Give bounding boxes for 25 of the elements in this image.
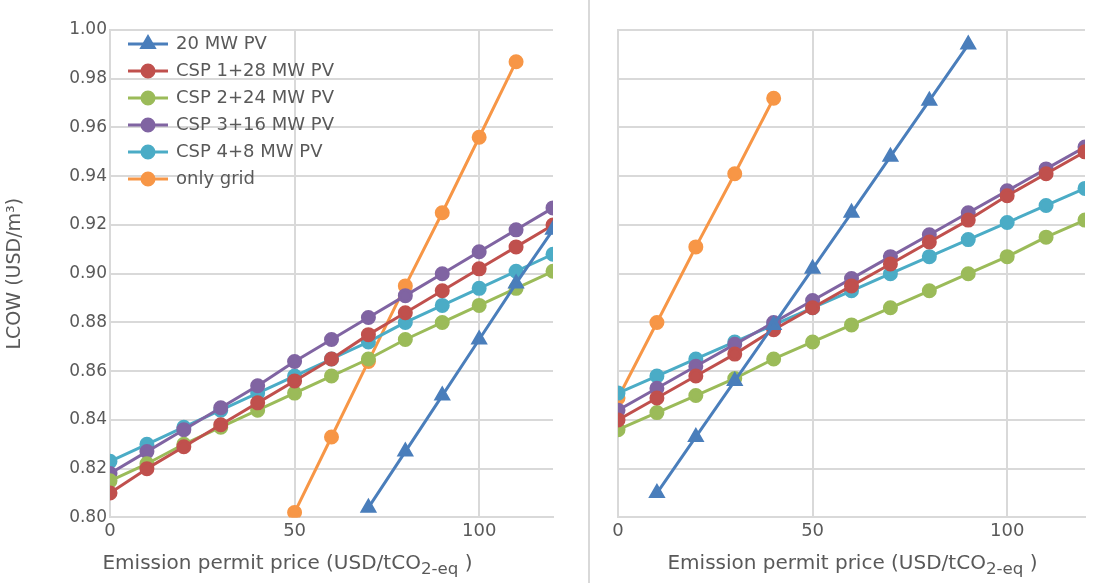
y-axis-title: LCOW (USD/m³): [2, 197, 25, 350]
x-axis-title: Emission permit price (USD/tCO$_{2-eq}$ ): [101, 550, 474, 578]
legend-label: only grid: [176, 166, 256, 188]
x-tick-label: 50: [283, 518, 307, 540]
x-tick-label: 50: [801, 518, 825, 540]
x-tick-label: 100: [989, 518, 1025, 540]
y-tick-label: 1.00: [69, 18, 107, 39]
y-tick-label: 0.88: [69, 310, 107, 331]
y-tick-label: 0.84: [69, 408, 107, 429]
y-tick-label: 0.90: [69, 262, 107, 283]
legend-label: CSP 1+28 MW PV: [176, 58, 335, 80]
legend-label: CSP 3+16 MW PV: [176, 112, 335, 134]
y-tick-label: 0.86: [69, 359, 107, 380]
y-tick-label: 0.80: [69, 505, 107, 526]
y-tick-label: 0.94: [69, 164, 107, 185]
x-axis-title: Emission permit price (USD/tCO$_{2-eq}$ ): [666, 550, 1039, 578]
y-tick-label: 0.98: [69, 67, 107, 88]
y-tick-label: 0.92: [69, 213, 107, 234]
x-tick-label: 100: [461, 518, 497, 540]
legend-label: CSP 4+8 MW PV: [176, 139, 324, 161]
y-tick-label: 0.96: [69, 115, 107, 136]
legend-label: CSP 2+24 MW PV: [176, 85, 335, 107]
y-tick-label: 0.82: [69, 457, 107, 478]
legend-label: 20 MW PV: [176, 31, 268, 53]
x-tick-label: 0: [612, 518, 624, 540]
